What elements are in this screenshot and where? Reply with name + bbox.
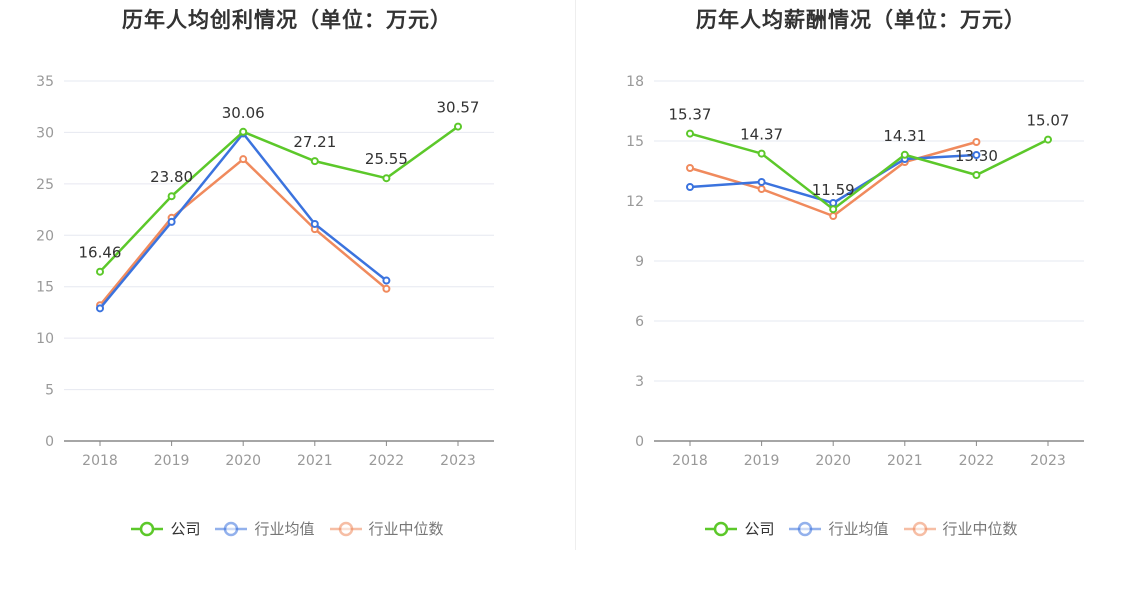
data-label: 14.37: [740, 126, 783, 144]
chart-title: 历年人均创利情况（单位：万元）: [122, 8, 452, 32]
legend-label: 行业均值: [254, 520, 315, 538]
series-line-company: [689, 132, 1049, 211]
line-chart-salary: 0 3 6 9 12 15 18 2018 2019 2020 2021 2022 2023 15.37 1…: [626, 74, 1084, 469]
data-point-company[interactable]: [239, 127, 248, 136]
x-tick-label: 2019: [154, 453, 190, 469]
y-tick-label: 0: [45, 434, 54, 450]
legend-label: 行业均值: [828, 520, 889, 538]
legend-label: 行业中位数: [942, 520, 1018, 538]
data-point-industry-median[interactable]: [239, 155, 248, 164]
legend-item-industry-mean[interactable]: 行业均值: [788, 518, 889, 539]
legend-label: 行业中位数: [368, 520, 444, 538]
data-label: 15.37: [669, 106, 712, 124]
data-point-industry-median[interactable]: [382, 284, 391, 293]
data-point-industry-mean[interactable]: [829, 199, 838, 207]
chart-legend: 公司 行业均值 行业中位数: [574, 518, 1148, 539]
y-tick-label: 18: [626, 74, 644, 90]
data-point-company[interactable]: [382, 174, 391, 183]
y-tick-label: 0: [635, 434, 644, 450]
data-point-industry-median[interactable]: [829, 212, 838, 220]
x-tick-label: 2022: [369, 453, 405, 469]
chart-title: 历年人均薪酬情况（单位：万元）: [696, 8, 1026, 32]
chart-panel-salary: 历年人均薪酬情况（单位：万元） 0 3 6 9 12 15 18 2018 2019 2020 20…: [574, 0, 1148, 589]
y-tick-label: 9: [635, 254, 644, 270]
legend-marker-icon: [903, 521, 936, 536]
legend-label: 公司: [744, 520, 775, 538]
data-label: 25.55: [365, 150, 408, 168]
y-tick-label: 35: [36, 74, 54, 90]
data-label: 11.59: [812, 181, 855, 199]
data-point-industry-mean[interactable]: [972, 151, 981, 159]
y-tick-label: 20: [36, 228, 54, 244]
legend-item-industry-mean[interactable]: 行业均值: [214, 518, 315, 539]
x-tick-label: 2022: [959, 453, 995, 469]
x-tick-label: 2023: [440, 453, 476, 469]
legend-item-industry-median[interactable]: 行业中位数: [329, 518, 444, 539]
data-point-industry-mean[interactable]: [686, 183, 694, 191]
legend-marker-icon: [215, 521, 248, 536]
data-label: 15.07: [1027, 112, 1070, 130]
data-point-company[interactable]: [829, 205, 838, 214]
x-tick-label: 2020: [225, 453, 261, 469]
data-point-industry-mean[interactable]: [96, 304, 104, 313]
x-tick-label: 2020: [815, 453, 851, 469]
data-point-industry-median[interactable]: [972, 138, 981, 146]
legend-marker-icon: [131, 521, 164, 536]
y-tick-label: 15: [626, 134, 644, 150]
y-tick-label: 30: [36, 125, 54, 141]
legend-item-company[interactable]: 公司: [130, 518, 200, 539]
data-point-industry-mean[interactable]: [757, 178, 766, 186]
legend-label: 公司: [170, 520, 201, 538]
data-label: 16.46: [79, 244, 122, 262]
y-tick-label: 6: [635, 314, 644, 330]
y-tick-label: 15: [36, 280, 54, 296]
data-point-industry-median[interactable]: [686, 164, 694, 172]
x-tick-label: 2018: [672, 453, 708, 469]
panel-divider: [575, 0, 576, 550]
y-tick-label: 10: [36, 331, 54, 347]
data-point-company[interactable]: [900, 150, 909, 159]
data-point-industry-mean[interactable]: [167, 217, 176, 226]
data-point-company[interactable]: [1044, 135, 1052, 144]
x-tick-label: 2021: [297, 453, 333, 469]
data-point-industry-mean[interactable]: [382, 276, 391, 285]
x-tick-label: 2021: [887, 453, 923, 469]
data-point-industry-mean[interactable]: [310, 219, 319, 228]
line-chart-profit: 0 5 10 15 20 25 30 35 2018 2019 2020 2021 2022 2023 16…: [36, 74, 494, 469]
series-line-industry-median: [99, 157, 388, 307]
data-label: 23.80: [150, 168, 193, 186]
data-point-company[interactable]: [972, 171, 981, 179]
data-label: 30.57: [437, 99, 480, 117]
data-point-industry-median[interactable]: [757, 185, 766, 193]
data-label: 14.31: [883, 127, 926, 145]
chart-panel-profit: 历年人均创利情况（单位：万元） 0 5 10 15 20 25 30 35 2018 2019 20…: [0, 8, 574, 539]
legend-marker-icon: [705, 521, 738, 536]
y-tick-label: 5: [45, 383, 54, 399]
series-line-company: [99, 125, 459, 273]
y-tick-label: 25: [36, 177, 54, 193]
data-label: 30.06: [222, 104, 265, 122]
data-point-company[interactable]: [310, 157, 319, 166]
data-point-company[interactable]: [454, 122, 462, 131]
chart-legend: 公司 行业均值 行业中位数: [0, 518, 574, 539]
legend-marker-icon: [329, 521, 362, 536]
y-tick-label: 3: [635, 374, 644, 390]
data-label: 27.21: [293, 133, 336, 151]
x-tick-label: 2018: [82, 453, 118, 469]
y-tick-label: 12: [626, 194, 644, 210]
data-point-company[interactable]: [686, 129, 694, 138]
data-point-company[interactable]: [96, 267, 104, 276]
legend-item-company[interactable]: 公司: [704, 518, 774, 539]
x-tick-label: 2023: [1030, 453, 1066, 469]
data-point-company[interactable]: [167, 192, 176, 201]
data-label: 13.30: [955, 147, 998, 165]
legend-marker-icon: [789, 521, 822, 536]
legend-item-industry-median[interactable]: 行业中位数: [903, 518, 1018, 539]
data-point-company[interactable]: [757, 149, 766, 158]
x-tick-label: 2019: [744, 453, 780, 469]
